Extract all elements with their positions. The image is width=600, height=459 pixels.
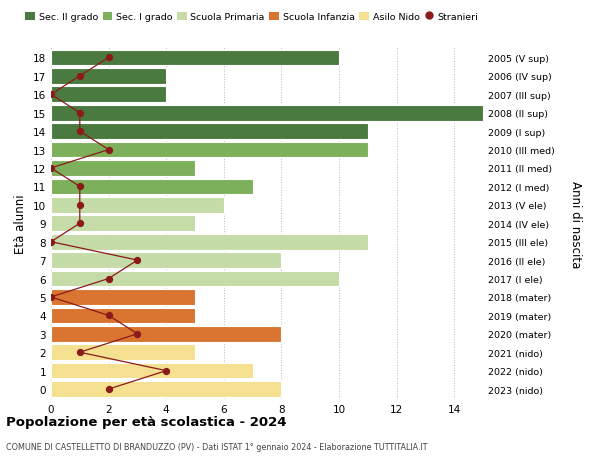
Point xyxy=(46,165,56,172)
Point xyxy=(75,183,85,190)
Legend: Sec. II grado, Sec. I grado, Scuola Primaria, Scuola Infanzia, Asilo Nido, Stran: Sec. II grado, Sec. I grado, Scuola Prim… xyxy=(25,12,478,22)
Bar xyxy=(51,290,195,305)
Bar xyxy=(51,142,368,158)
Point xyxy=(104,312,113,319)
Y-axis label: Anni di nascita: Anni di nascita xyxy=(569,180,581,267)
Bar xyxy=(51,345,195,360)
Bar xyxy=(51,50,339,66)
Bar xyxy=(51,326,281,342)
Bar xyxy=(51,271,339,287)
Bar xyxy=(51,161,195,176)
Point xyxy=(46,294,56,301)
Bar xyxy=(51,216,195,232)
Point xyxy=(75,349,85,356)
Point xyxy=(75,202,85,209)
Bar xyxy=(51,308,195,324)
Text: COMUNE DI CASTELLETTO DI BRANDUZZO (PV) - Dati ISTAT 1° gennaio 2024 - Elaborazi: COMUNE DI CASTELLETTO DI BRANDUZZO (PV) … xyxy=(6,442,427,451)
Bar xyxy=(51,87,166,103)
Bar xyxy=(51,124,368,140)
Bar xyxy=(51,179,253,195)
Point xyxy=(104,275,113,283)
Point xyxy=(46,91,56,99)
Text: Popolazione per età scolastica - 2024: Popolazione per età scolastica - 2024 xyxy=(6,415,287,428)
Bar xyxy=(51,197,224,213)
Bar xyxy=(51,253,281,269)
Point xyxy=(75,220,85,228)
Bar xyxy=(51,363,253,379)
Point xyxy=(104,146,113,154)
Bar xyxy=(51,106,483,121)
Y-axis label: Età alunni: Età alunni xyxy=(14,194,28,253)
Point xyxy=(46,239,56,246)
Point xyxy=(133,330,142,338)
Point xyxy=(75,128,85,135)
Point xyxy=(133,257,142,264)
Point xyxy=(75,73,85,80)
Bar xyxy=(51,69,166,84)
Point xyxy=(161,367,171,375)
Point xyxy=(104,386,113,393)
Bar xyxy=(51,381,281,397)
Point xyxy=(104,55,113,62)
Bar xyxy=(51,235,368,250)
Point xyxy=(75,110,85,117)
